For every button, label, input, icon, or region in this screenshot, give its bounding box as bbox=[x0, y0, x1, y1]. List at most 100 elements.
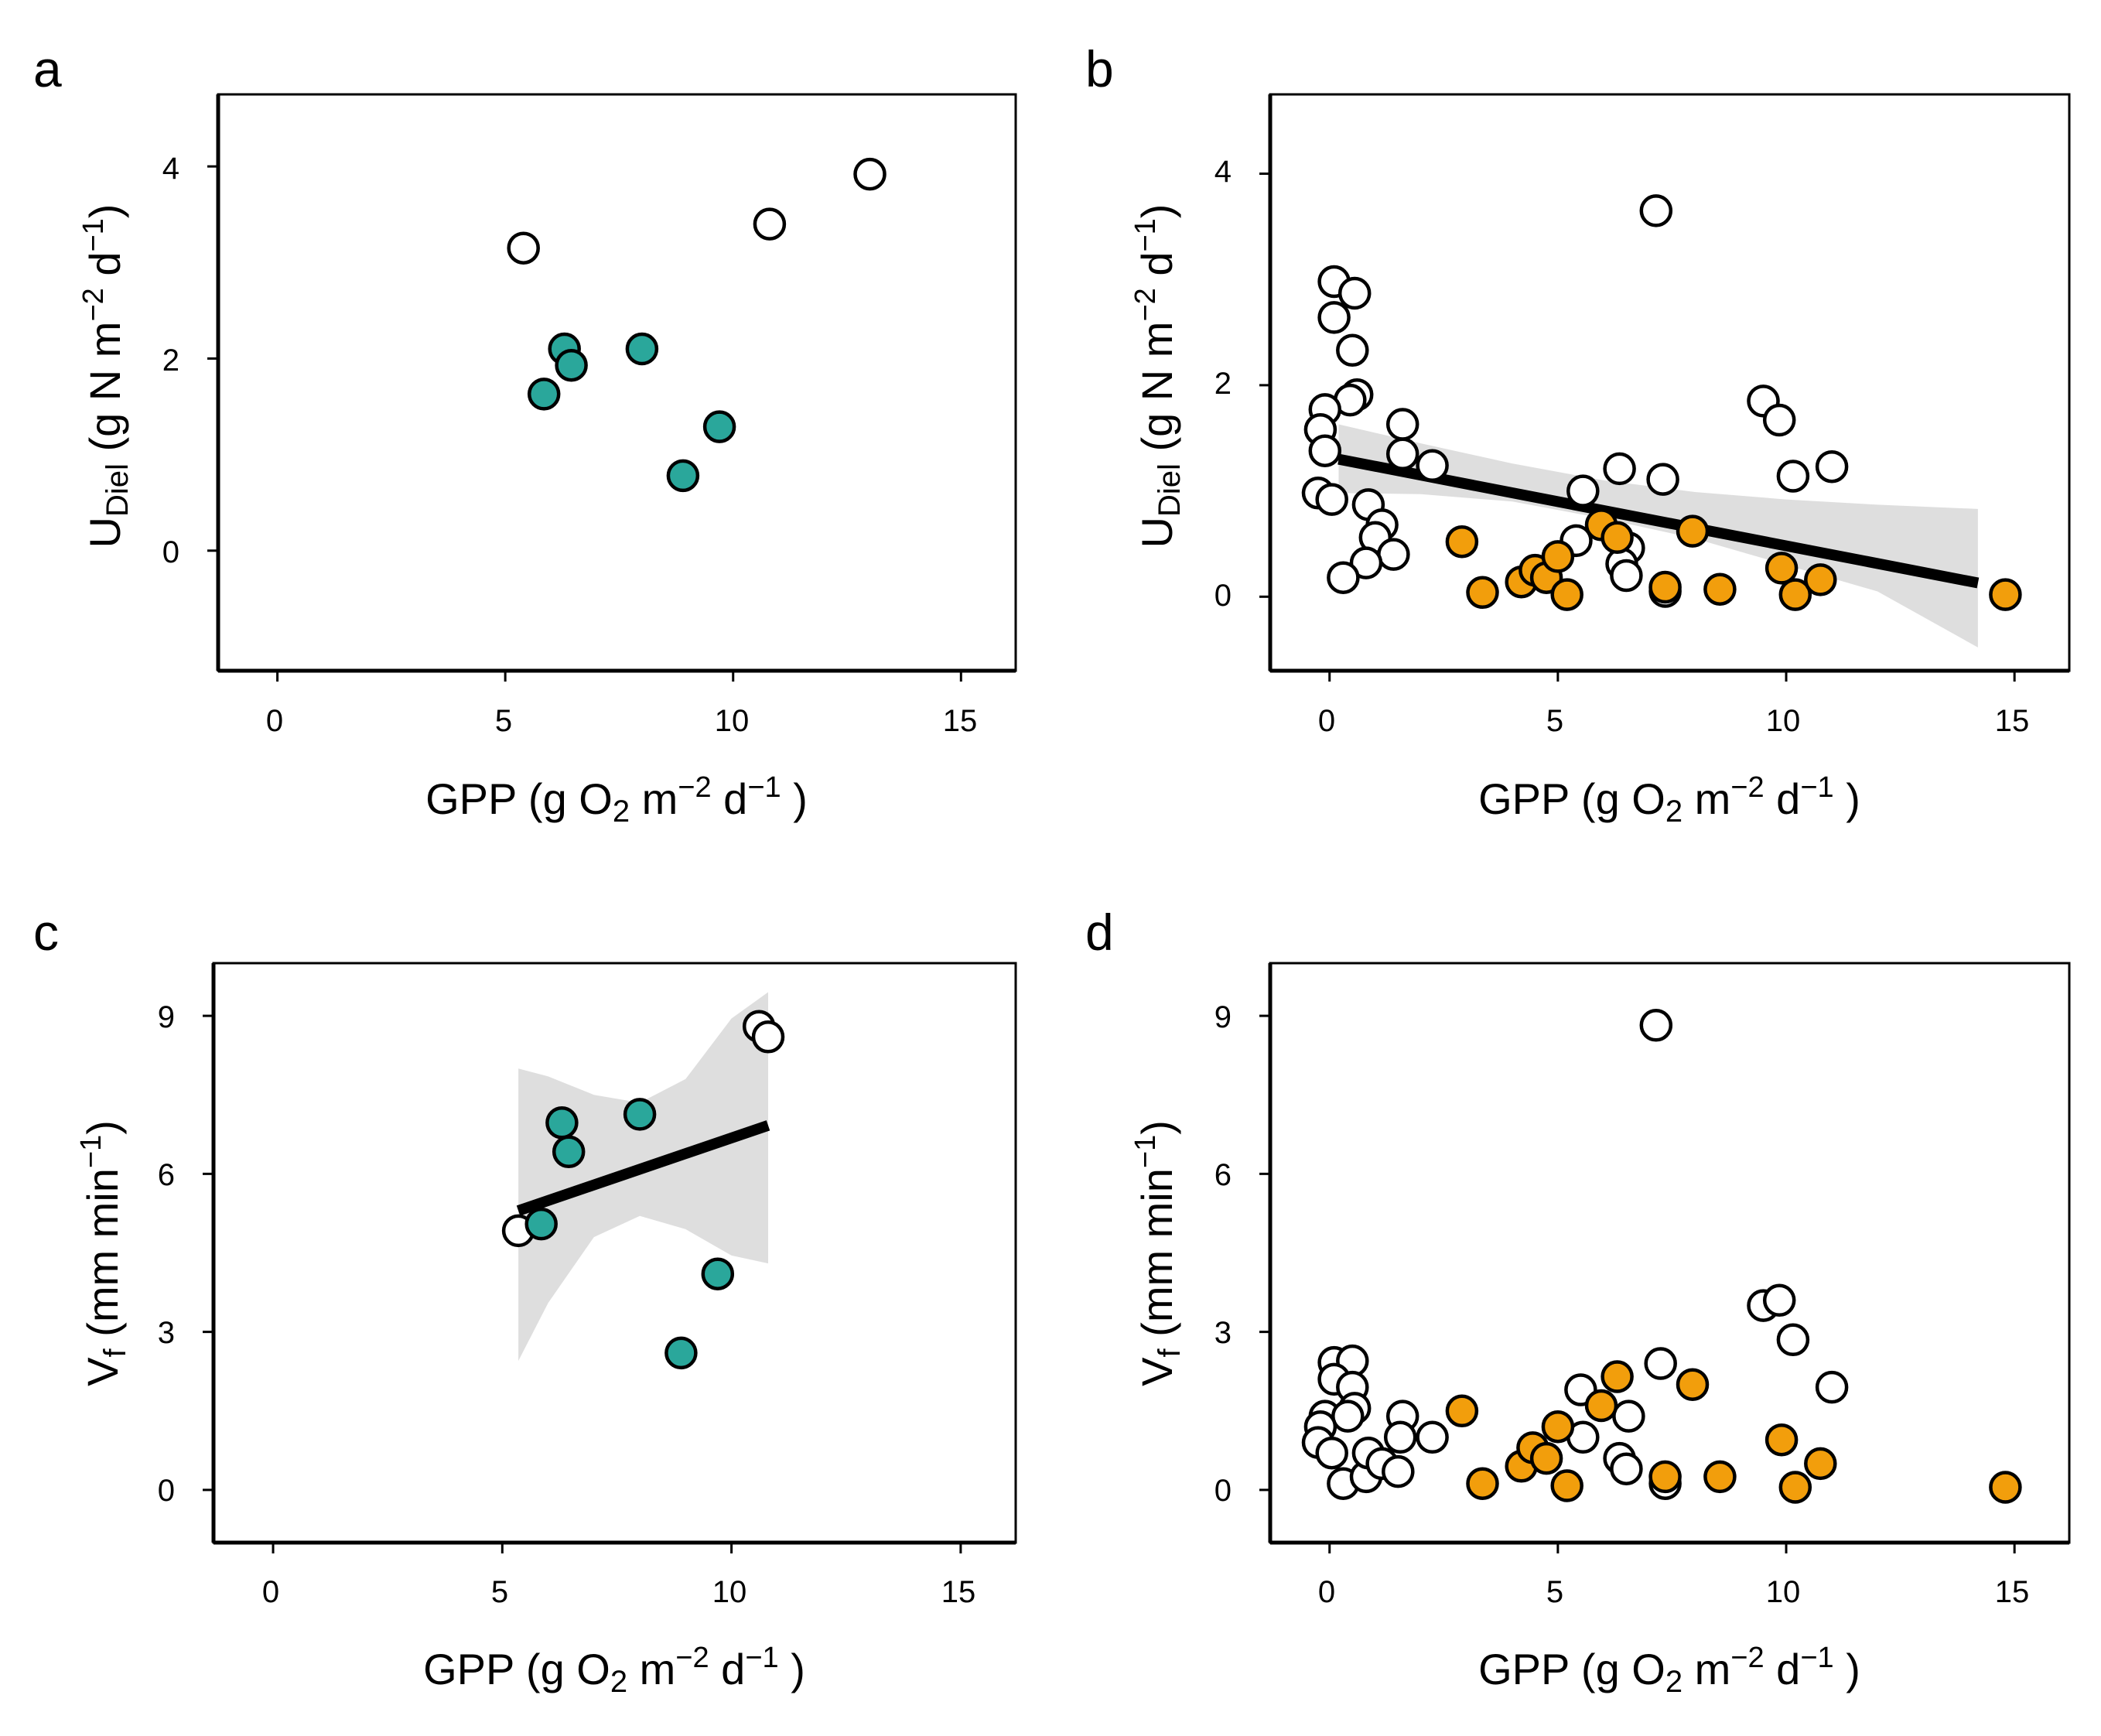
panel-d-point-orange bbox=[1989, 1471, 2022, 1504]
panel-b-x-axis-title: GPP (g O2 m−2 d−1 ) bbox=[1478, 771, 1860, 829]
panel-d-points-layer bbox=[1301, 1009, 2022, 1504]
panel-b-y-ticks bbox=[1259, 173, 1270, 598]
panel-b-confidence-band bbox=[1338, 424, 1978, 648]
panel-c-ytick-label: 6 bbox=[158, 1158, 175, 1192]
panel-c-point-teal bbox=[545, 1106, 579, 1140]
panel-d-point-white bbox=[1644, 1347, 1677, 1380]
panel-a-plot-area bbox=[217, 93, 1017, 672]
panel-b-point-white bbox=[1762, 403, 1796, 437]
panel-d-point-white bbox=[1416, 1420, 1449, 1454]
panel-b-point-white bbox=[1308, 434, 1342, 467]
panel-a-ytick-label: 4 bbox=[162, 152, 179, 186]
panel-c-point-teal bbox=[623, 1098, 657, 1131]
panel-c-y-axis-title: Vf (mm min−1) bbox=[75, 1120, 132, 1386]
panel-d-point-orange bbox=[1648, 1460, 1682, 1494]
panel-b-point-orange bbox=[1703, 572, 1737, 606]
panel-d-y-ticks bbox=[1259, 1014, 1270, 1492]
panel-d-point-white bbox=[1815, 1370, 1849, 1404]
panel-b-ytick-label: 2 bbox=[1214, 367, 1232, 401]
panel-b-point-white bbox=[1385, 408, 1419, 441]
panel-b-points-layer bbox=[1301, 194, 2022, 611]
panel-a-xtick-label: 5 bbox=[495, 704, 512, 738]
panel-a-x-axis-title: GPP (g O2 m−2 d−1 ) bbox=[425, 771, 808, 829]
panel-c-point-teal bbox=[524, 1207, 558, 1241]
panel-c-point-white bbox=[751, 1020, 785, 1054]
panel-b-point-white bbox=[1776, 460, 1810, 493]
panel-d-point-white bbox=[1762, 1283, 1796, 1317]
panel-c-x-axis-title: GPP (g O2 m−2 d−1 ) bbox=[423, 1642, 805, 1699]
panel-d-letter: d bbox=[1085, 904, 1114, 961]
panel-d-xtick-label: 15 bbox=[1995, 1575, 2030, 1609]
panel-b-point-orange bbox=[1550, 578, 1583, 611]
panel-d-xtick-label: 0 bbox=[1318, 1575, 1335, 1609]
panel-a-point-teal bbox=[625, 332, 659, 366]
panel-c-plot-area bbox=[212, 962, 1017, 1544]
panel-a-y-ticks bbox=[207, 165, 218, 552]
panel-d-point-orange bbox=[1703, 1460, 1737, 1494]
panel-b-letter: b bbox=[1085, 40, 1114, 97]
panel-d-point-white bbox=[1383, 1420, 1417, 1454]
panel-d-ytick-label: 9 bbox=[1214, 1000, 1232, 1034]
panel-b: b 0 5 10 15 0 2 4 GPP (g O2 m−2 d−1 ) UD… bbox=[1085, 40, 2071, 829]
panel-a-point-teal bbox=[555, 348, 588, 382]
panel-d-point-orange bbox=[1804, 1447, 1837, 1481]
panel-c-xtick-label: 10 bbox=[712, 1575, 747, 1609]
panel-a-letter: a bbox=[33, 40, 62, 97]
panel-b-xtick-label: 10 bbox=[1766, 704, 1801, 738]
panel-b-point-white bbox=[1610, 559, 1643, 593]
panel-d-xtick-label: 5 bbox=[1546, 1575, 1563, 1609]
panel-c-xtick-label: 0 bbox=[262, 1575, 279, 1609]
panel-b-y-axis-title: UDiel (g N m−2 d−1) bbox=[1129, 204, 1187, 548]
panel-d-point-white bbox=[1315, 1436, 1348, 1470]
panel-d-point-orange bbox=[1676, 1368, 1710, 1401]
panel-c-points-layer bbox=[501, 1010, 785, 1370]
panel-a-y-axis-title: UDiel (g N m−2 d−1) bbox=[77, 204, 135, 548]
panel-b-point-white bbox=[1337, 276, 1372, 310]
panel-b-ci-layer bbox=[1338, 424, 1978, 648]
panel-b-xtick-label: 0 bbox=[1318, 704, 1335, 738]
panel-b-point-orange bbox=[1778, 578, 1812, 611]
panel-b-point-orange bbox=[1764, 552, 1799, 585]
panel-b-point-orange bbox=[1804, 563, 1837, 596]
panel-d-y-axis-title: Vf (mm min−1) bbox=[1129, 1120, 1187, 1386]
panel-a-ytick-label: 2 bbox=[162, 343, 179, 378]
panel-c-ytick-label: 3 bbox=[158, 1316, 175, 1350]
panel-c-ytick-label: 0 bbox=[158, 1474, 175, 1508]
panel-b-x-ticks bbox=[1328, 671, 2016, 682]
panel-c-letter: c bbox=[33, 904, 59, 961]
panel-c-point-teal bbox=[664, 1336, 698, 1370]
panel-c-xtick-label: 5 bbox=[491, 1575, 508, 1609]
panel-b-ytick-label: 4 bbox=[1214, 155, 1232, 189]
panel-d-point-orange bbox=[1584, 1389, 1618, 1423]
panel-b-ytick-label: 0 bbox=[1214, 579, 1232, 613]
panel-b-point-orange bbox=[1541, 540, 1575, 573]
panel-c-point-teal bbox=[552, 1135, 586, 1169]
panel-b-point-white bbox=[1639, 194, 1673, 227]
panel-b-xtick-label: 15 bbox=[1995, 704, 2030, 738]
panel-c-regression-line bbox=[516, 1120, 770, 1216]
panel-b-point-white bbox=[1815, 449, 1849, 484]
panel-b-point-orange bbox=[1648, 570, 1682, 604]
panel-a-ytick-label: 0 bbox=[162, 535, 179, 569]
panel-d-point-white bbox=[1612, 1399, 1645, 1433]
panel-b-point-white bbox=[1566, 474, 1600, 507]
panel-a-xtick-label: 0 bbox=[266, 704, 283, 738]
panel-d-ytick-label: 6 bbox=[1214, 1158, 1232, 1192]
panel-b-point-white bbox=[1416, 449, 1449, 483]
panel-b-xtick-label: 5 bbox=[1546, 704, 1563, 738]
panel-d: d 0 5 10 15 0 3 6 9 GPP (g O2 m−2 d−1 ) … bbox=[1085, 904, 2071, 1699]
panel-d-ytick-label: 3 bbox=[1214, 1316, 1232, 1350]
panel-d-point-orange bbox=[1550, 1469, 1583, 1502]
panel-a-point-white bbox=[507, 231, 540, 265]
panel-b-point-orange bbox=[1601, 521, 1634, 555]
panel-b-point-orange bbox=[1676, 514, 1710, 548]
panel-b-regression-line bbox=[1337, 453, 1980, 589]
panel-a-point-white bbox=[753, 207, 787, 241]
panel-d-point-orange bbox=[1466, 1467, 1499, 1500]
panel-a-xtick-label: 15 bbox=[943, 704, 978, 738]
panel-a: a 0 5 10 15 0 2 4 GPP (g O2 m−2 d−1 ) UD… bbox=[33, 40, 1017, 829]
panel-a-x-ticks bbox=[276, 671, 962, 682]
panel-a-point-white bbox=[853, 157, 887, 191]
panel-a-xtick-label: 10 bbox=[715, 704, 750, 738]
panel-a-point-teal bbox=[702, 410, 736, 443]
